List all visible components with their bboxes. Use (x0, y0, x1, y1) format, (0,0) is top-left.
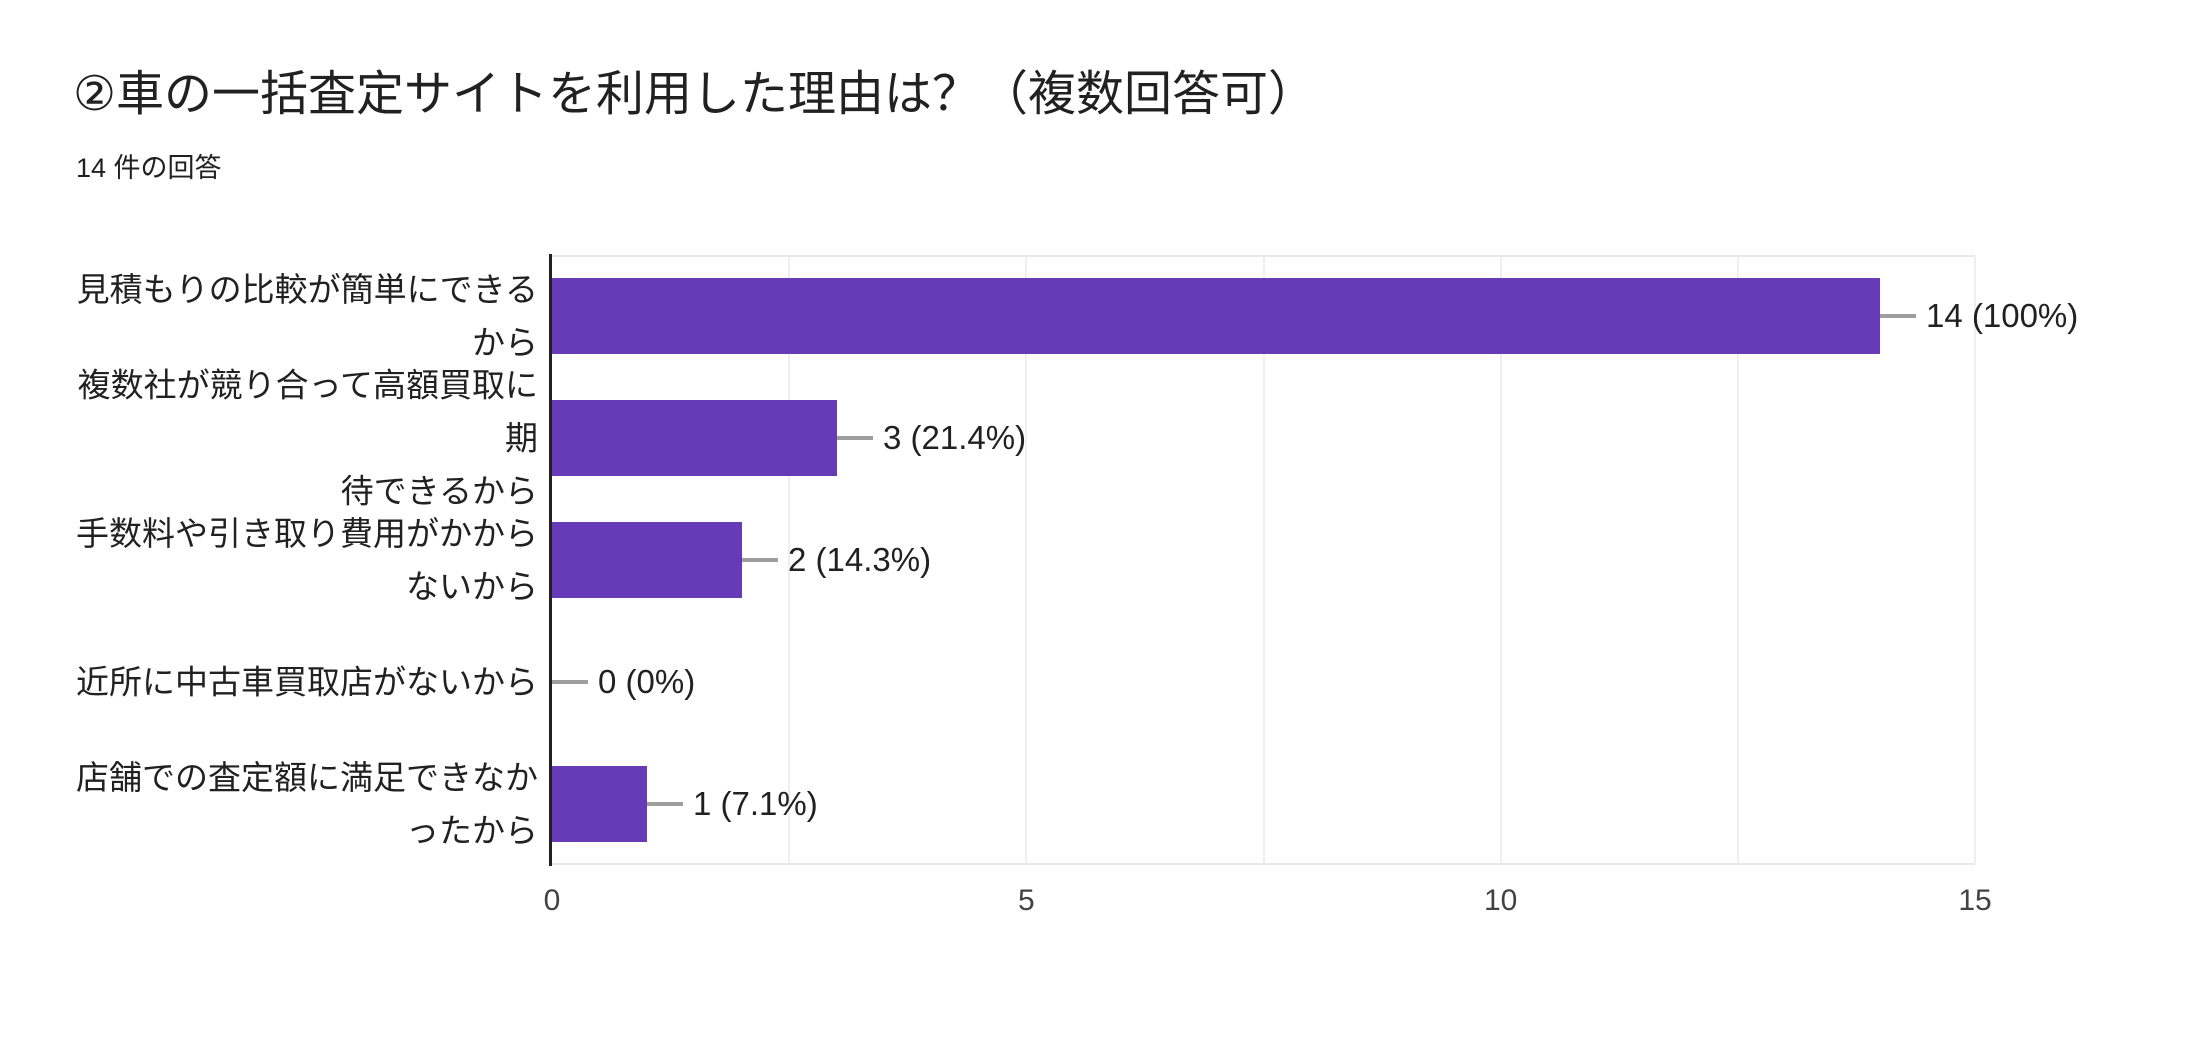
gridline (1974, 257, 1976, 863)
gridline (1736, 257, 1739, 863)
bar (552, 278, 1880, 354)
value-label: 1 (7.1%) (693, 785, 818, 822)
connector-line (552, 680, 588, 684)
gridline (1499, 257, 1502, 863)
connector-line (647, 802, 683, 806)
x-tick-label: 5 (1017, 884, 1035, 917)
x-tick-label: 10 (1483, 884, 1518, 917)
category-label: 手数料や引き取り費用がかから ないから (76, 515, 538, 605)
category-label: 近所に中古車買取店がないから (76, 663, 538, 701)
value-label: 2 (14.3%) (788, 541, 932, 578)
connector-line (837, 436, 873, 440)
response-count: 14 件の回答 (76, 153, 222, 183)
value-label: 14 (100%) (1926, 297, 2079, 334)
gridline (788, 257, 791, 863)
value-label: 3 (21.4%) (883, 419, 1027, 456)
category-label: 見積もりの比較が簡単にできる から (76, 271, 538, 361)
x-tick-label: 0 (543, 884, 561, 917)
connector-line (742, 558, 778, 562)
connector-line (1880, 314, 1916, 318)
bar (552, 400, 837, 476)
gridline (1262, 257, 1265, 863)
y-axis-line (549, 254, 552, 866)
x-tick-label: 15 (1958, 884, 1992, 917)
bar (552, 522, 742, 598)
category-label: 複数社が競り合って高額買取に期 待できるから (77, 366, 538, 510)
gridline (1025, 257, 1028, 863)
chart-title: ②車の一括査定サイトを利用した理由は？（複数回答可） (73, 68, 1317, 121)
bar (552, 766, 647, 842)
value-label: 0 (0%) (598, 663, 696, 700)
plot-area (552, 255, 1976, 865)
category-label: 店舗での査定額に満足できなか ったから (76, 759, 538, 849)
